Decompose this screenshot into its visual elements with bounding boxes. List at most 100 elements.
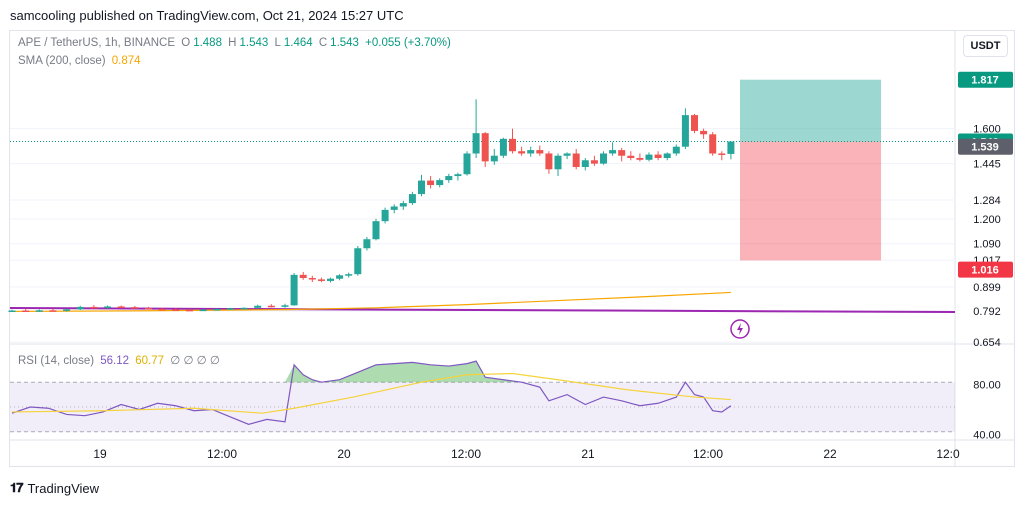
lightning-glyph (737, 323, 743, 335)
chart-frame[interactable] (9, 30, 1015, 467)
candle-body (718, 153, 726, 155)
open-value: 1.488 (193, 37, 222, 49)
sma-label: SMA (200, close) (18, 55, 106, 67)
time-tick-label: 12:00 (451, 447, 481, 461)
rsi-placeholders: ∅ ∅ ∅ ∅ (170, 355, 220, 367)
high-label: H (228, 37, 237, 49)
candle-body (527, 150, 535, 154)
candle-body (709, 134, 717, 154)
rsi-tick-label: 80.00 (973, 380, 1001, 392)
currency-button[interactable]: USDT (963, 35, 1008, 57)
candle-body (372, 221, 380, 240)
time-tick-label: 22 (823, 447, 837, 461)
symbol-label: APE / TetherUS, 1h, BINANCE (18, 37, 176, 49)
candle-body (454, 174, 462, 177)
price-tick-label: 0.654 (973, 337, 1001, 349)
candle-body (76, 306, 84, 310)
candle-body (581, 160, 589, 168)
candle-body (663, 153, 671, 158)
candle-body (509, 138, 516, 152)
candle-body (636, 157, 644, 160)
candle-body (545, 153, 553, 170)
candle-body (354, 248, 362, 275)
candle-body (572, 153, 580, 168)
rsi-tick-label: 40.00 (973, 429, 1001, 441)
candle-body (399, 203, 407, 207)
price-tick-label: 1.445 (973, 159, 1001, 171)
candle-body (499, 138, 507, 156)
candle-body (290, 274, 298, 306)
candle-body (8, 310, 16, 313)
price-tag-label: 1.016 (971, 265, 999, 277)
candle-body (158, 308, 166, 311)
candle-body (49, 310, 57, 312)
price-tick-label: 1.200 (973, 214, 1001, 226)
target-zone (740, 79, 882, 142)
candle-body (681, 115, 689, 147)
candle-body (390, 206, 398, 210)
candle-body (145, 308, 152, 310)
candle-body (563, 153, 571, 156)
candle-body (381, 209, 389, 222)
time-tick-label: 12:0 (936, 447, 960, 461)
sma-legend: SMA (200, close) 0.874 (18, 55, 144, 67)
candle-body (481, 133, 489, 162)
candle-body (445, 176, 453, 181)
high-value: 1.543 (239, 37, 269, 49)
close-label: C (318, 37, 328, 49)
tradingview-brand: 𝟏𝟕 TradingView (10, 480, 99, 496)
candle-body (317, 279, 325, 281)
candle-body (472, 133, 480, 154)
published-by-text: samcooling published on TradingView.com,… (10, 8, 404, 23)
tradingview-logo-icon: 𝟏𝟕 (10, 480, 24, 495)
price-tag-stop (958, 261, 1013, 278)
time-tick-label: 12:00 (693, 447, 723, 461)
candle-body (345, 274, 353, 276)
candle-body (618, 150, 626, 156)
candle-body (327, 278, 334, 281)
price-tick-label: 0.792 (973, 306, 1001, 318)
candle-body (299, 274, 307, 279)
sma-value: 0.874 (111, 55, 141, 67)
time-tick-label: 19 (93, 447, 107, 461)
candle-body (363, 239, 371, 249)
price-tick-label: 1.090 (973, 239, 1001, 251)
close-value: 1.543 (330, 37, 359, 49)
candle-body (199, 309, 207, 312)
rsi-overbought-fill (12, 361, 731, 383)
candle-body (518, 151, 526, 154)
rsi-label: RSI (14, close) (18, 355, 95, 367)
change-value: +0.055 (+3.70%) (365, 37, 451, 49)
rsi-legend: RSI (14, close) 56.12 60.77 ∅ ∅ ∅ ∅ (18, 353, 223, 367)
candle-body (90, 306, 98, 309)
candle-body (418, 180, 425, 195)
candle-body (727, 141, 735, 154)
candle-body (22, 310, 30, 313)
candle-body (609, 150, 617, 154)
candle-body (672, 146, 680, 154)
price-tick-label: 1.284 (973, 195, 1001, 207)
candle-body (104, 306, 112, 308)
candle-body (590, 160, 598, 164)
candle-body (254, 305, 262, 308)
candle-body (691, 115, 698, 131)
candle-body (427, 180, 435, 186)
candle-body (63, 309, 71, 311)
candle-body (654, 154, 662, 158)
low-value: 1.464 (283, 37, 313, 49)
candle-body (336, 275, 344, 279)
candle-body (213, 308, 221, 311)
open-label: O (181, 37, 191, 49)
price-tag-target (958, 71, 1013, 88)
candle-body (117, 306, 125, 308)
time-tick-label: 20 (337, 447, 351, 461)
candle-body (627, 155, 635, 158)
stop-zone (740, 141, 882, 261)
candle-body (536, 150, 544, 154)
candle-body (700, 130, 708, 135)
rsi-ma-line (11, 372, 731, 414)
candle-body (554, 155, 562, 170)
price-tag-pair (958, 138, 1013, 155)
candle-body (281, 305, 289, 307)
